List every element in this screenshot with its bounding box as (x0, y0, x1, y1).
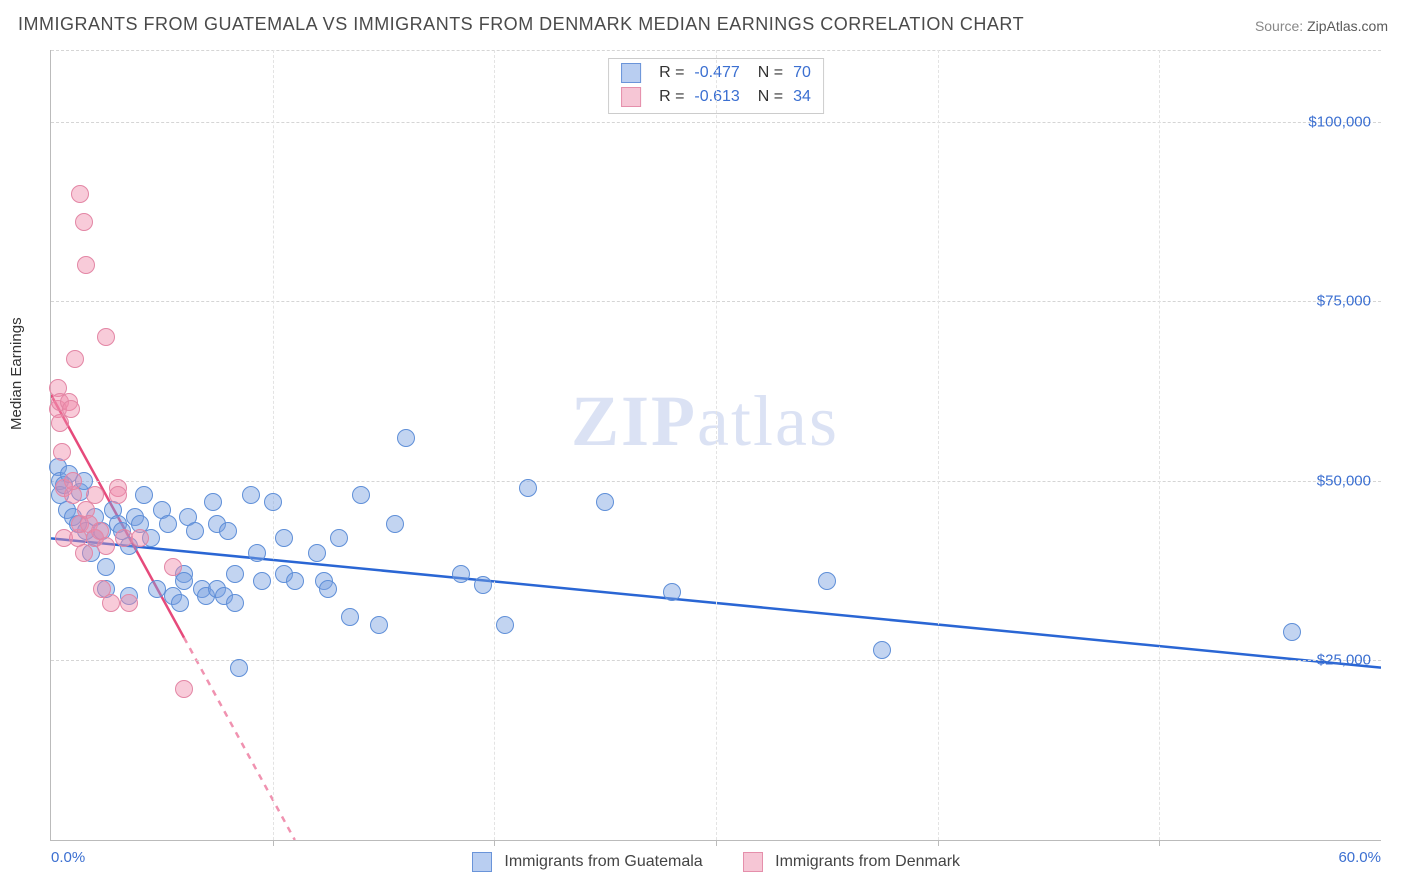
data-point-guatemala (397, 429, 415, 447)
stats-r-label: R = (659, 64, 684, 82)
data-point-guatemala (97, 558, 115, 576)
data-point-guatemala (386, 515, 404, 533)
gridline-v (716, 50, 717, 840)
gridline-v (494, 50, 495, 840)
legend-swatch-denmark (743, 852, 763, 872)
stats-r-denmark: -0.613 (694, 88, 739, 106)
data-point-guatemala (818, 572, 836, 590)
data-point-denmark (75, 213, 93, 231)
x-tick-max: 60.0% (1338, 849, 1381, 866)
data-point-denmark (71, 185, 89, 203)
data-point-denmark (102, 594, 120, 612)
y-tick-label: $75,000 (1317, 293, 1371, 310)
data-point-guatemala (352, 486, 370, 504)
y-tick-label: $25,000 (1317, 652, 1371, 669)
data-point-guatemala (341, 608, 359, 626)
x-tick-mark (938, 840, 939, 846)
data-point-denmark (64, 472, 82, 490)
data-point-guatemala (873, 641, 891, 659)
data-point-guatemala (226, 594, 244, 612)
source-value: ZipAtlas.com (1307, 18, 1388, 34)
data-point-guatemala (135, 486, 153, 504)
data-point-denmark (120, 594, 138, 612)
stats-n-guatemala: 70 (793, 64, 811, 82)
data-point-guatemala (226, 565, 244, 583)
gridline-v (273, 50, 274, 840)
stats-n-denmark: 34 (793, 88, 811, 106)
x-tick-mark (494, 840, 495, 846)
watermark: ZIPatlas (571, 380, 839, 463)
watermark-zip: ZIP (571, 381, 697, 461)
legend-item-denmark: Immigrants from Denmark (743, 852, 960, 872)
stats-swatch-denmark (621, 87, 641, 107)
data-point-guatemala (596, 493, 614, 511)
data-point-guatemala (275, 529, 293, 547)
stats-n-label: N = (758, 64, 783, 82)
y-tick-label: $100,000 (1308, 113, 1371, 130)
legend-item-guatemala: Immigrants from Guatemala (472, 852, 703, 872)
data-point-guatemala (319, 580, 337, 598)
data-point-guatemala (286, 572, 304, 590)
gridline-v (1159, 50, 1160, 840)
data-point-guatemala (452, 565, 470, 583)
chart-title: IMMIGRANTS FROM GUATEMALA VS IMMIGRANTS … (18, 14, 1024, 35)
data-point-guatemala (204, 493, 222, 511)
data-point-guatemala (496, 616, 514, 634)
data-point-denmark (131, 529, 149, 547)
data-point-guatemala (330, 529, 348, 547)
x-tick-mark (1159, 840, 1160, 846)
data-point-guatemala (175, 572, 193, 590)
data-point-guatemala (253, 572, 271, 590)
data-point-denmark (86, 486, 104, 504)
source-label: Source: (1255, 18, 1303, 34)
data-point-guatemala (242, 486, 260, 504)
gridline-v (938, 50, 939, 840)
source-attribution: Source: ZipAtlas.com (1255, 18, 1388, 34)
stats-n-label: N = (758, 88, 783, 106)
data-point-guatemala (171, 594, 189, 612)
data-point-guatemala (248, 544, 266, 562)
data-point-guatemala (663, 583, 681, 601)
data-point-guatemala (230, 659, 248, 677)
chart-container: IMMIGRANTS FROM GUATEMALA VS IMMIGRANTS … (0, 0, 1406, 892)
x-tick-min: 0.0% (51, 849, 85, 866)
data-point-guatemala (219, 522, 237, 540)
stats-swatch-guatemala (621, 63, 641, 83)
legend-swatch-guatemala (472, 852, 492, 872)
data-point-denmark (97, 328, 115, 346)
data-point-denmark (66, 350, 84, 368)
x-tick-mark (716, 840, 717, 846)
data-point-denmark (77, 256, 95, 274)
data-point-guatemala (308, 544, 326, 562)
data-point-denmark (97, 537, 115, 555)
data-point-denmark (164, 558, 182, 576)
data-point-denmark (62, 400, 80, 418)
data-point-denmark (109, 486, 127, 504)
stats-r-label: R = (659, 88, 684, 106)
plot-area: ZIPatlas R = -0.477 N = 70 R = -0.613 N … (50, 50, 1381, 841)
data-point-guatemala (519, 479, 537, 497)
data-point-guatemala (264, 493, 282, 511)
legend-label-denmark: Immigrants from Denmark (775, 853, 960, 870)
data-point-guatemala (186, 522, 204, 540)
legend-label-guatemala: Immigrants from Guatemala (504, 853, 702, 870)
data-point-guatemala (1283, 623, 1301, 641)
data-point-denmark (175, 680, 193, 698)
watermark-atlas: atlas (697, 381, 839, 461)
y-axis-label: Median Earnings (8, 317, 25, 430)
data-point-guatemala (370, 616, 388, 634)
y-tick-label: $50,000 (1317, 472, 1371, 489)
data-point-guatemala (474, 576, 492, 594)
x-tick-mark (273, 840, 274, 846)
data-point-denmark (53, 443, 71, 461)
legend-bottom: Immigrants from Guatemala Immigrants fro… (51, 852, 1381, 872)
stats-r-guatemala: -0.477 (694, 64, 739, 82)
data-point-guatemala (159, 515, 177, 533)
